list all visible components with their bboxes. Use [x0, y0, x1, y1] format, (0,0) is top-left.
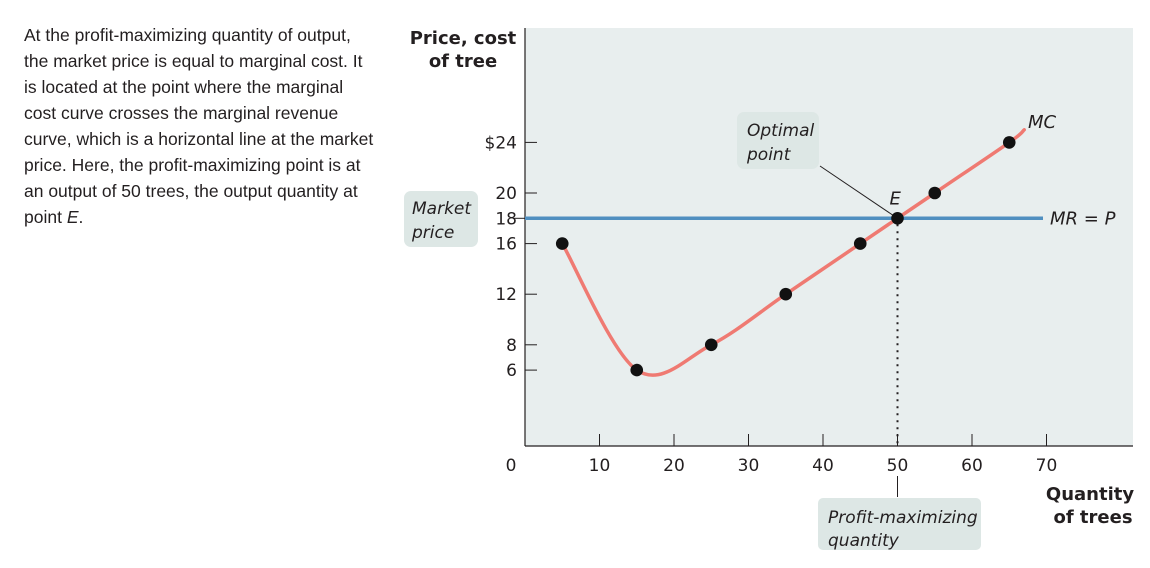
- mc-point-55: [928, 186, 942, 200]
- y-tick-label-18: 18: [495, 209, 517, 229]
- y-axis-label-line2: of tree: [429, 51, 497, 72]
- profit-max-label-line1: Profit-maximizing: [828, 508, 978, 528]
- profit-max-label-line2: quantity: [828, 531, 900, 551]
- x-tick-label-40: 40: [812, 456, 834, 476]
- mc-point-35: [779, 287, 793, 301]
- optimal-point-leader-line: [819, 165, 898, 219]
- x-axis-label-line1: Quantity: [1046, 484, 1134, 505]
- optimal-point-label-line2: point: [746, 145, 792, 165]
- optimal-point-bg: [737, 112, 819, 169]
- mc-point-45: [853, 237, 867, 250]
- y-axis-label-line1: Price, cost: [410, 28, 517, 49]
- market-price-label-line1: Market: [412, 199, 472, 219]
- caption-main: At the profit-maximizing quantity of out…: [24, 25, 374, 227]
- mr-p-label: MR = P: [1050, 208, 1116, 229]
- mc-point-15: [630, 363, 644, 377]
- caption-end: .: [78, 207, 84, 227]
- y-tick-label-6: 6: [506, 361, 517, 381]
- x-tick-label-10: 10: [589, 456, 611, 476]
- y-tick-label-16: 16: [495, 235, 517, 255]
- x-tick-label-50: 50: [887, 456, 909, 476]
- plot-background: [525, 28, 1133, 446]
- x-tick-label-30: 30: [738, 456, 760, 476]
- caption-point-e: E: [66, 207, 79, 227]
- point-e-label: E: [890, 188, 902, 209]
- market-price-bg: [404, 191, 478, 247]
- optimal-point-callout: Optimal point: [737, 112, 819, 169]
- y-tick-label-12: 12: [495, 285, 517, 305]
- x-axis-label-line2: of trees: [1053, 507, 1132, 528]
- y-tick-label-24: $24: [485, 133, 517, 153]
- optimal-point-label-line1: Optimal: [747, 121, 815, 141]
- mc-point-5: [555, 237, 569, 250]
- market-price-callout: Market price: [404, 191, 478, 247]
- x-tick-label-20: 20: [663, 456, 685, 476]
- market-price-label-line2: price: [411, 223, 454, 243]
- mc-point-65: [1002, 136, 1016, 149]
- y-tick-label-20: 20: [495, 184, 517, 204]
- mr-label-background: [1043, 206, 1125, 231]
- caption-text: At the profit-maximizing quantity of out…: [24, 22, 374, 230]
- x-tick-label-0: 0: [506, 456, 517, 476]
- mc-point-50: [891, 212, 904, 225]
- mc-label: MC: [1028, 112, 1057, 133]
- mc-point-25: [704, 338, 718, 352]
- profit-max-callout: Profit-maximizing quantity: [818, 498, 981, 551]
- x-tick-label-70: 70: [1036, 456, 1058, 476]
- y-tick-label-8: 8: [506, 336, 517, 356]
- x-tick-label-60: 60: [961, 456, 983, 476]
- profit-max-bg: [818, 498, 981, 550]
